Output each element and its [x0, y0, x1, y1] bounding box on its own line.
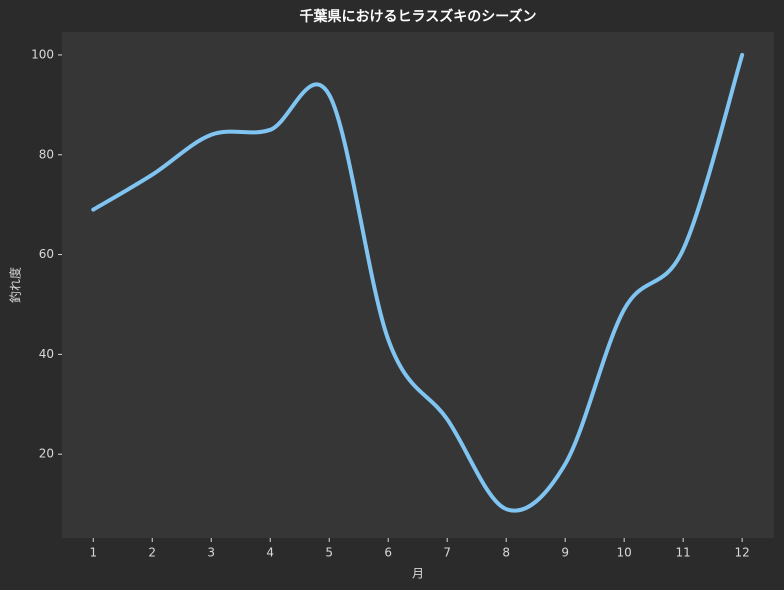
chart-title: 千葉県におけるヒラスズキのシーズン [299, 8, 536, 25]
y-tick-label: 80 [39, 147, 54, 161]
x-tick-label: 7 [443, 546, 451, 560]
y-tick-label: 40 [39, 347, 54, 361]
x-tick-label: 5 [325, 546, 333, 560]
y-tick-label: 100 [31, 47, 54, 61]
x-tick-label: 3 [207, 546, 215, 560]
x-tick-label: 6 [384, 546, 392, 560]
plot-area [62, 32, 774, 538]
x-tick-label: 8 [502, 546, 510, 560]
x-tick-label: 12 [735, 546, 750, 560]
y-tick-label: 20 [39, 447, 54, 461]
x-tick-label: 9 [561, 546, 569, 560]
x-tick-label: 1 [89, 546, 97, 560]
x-tick-label: 2 [148, 546, 156, 560]
x-axis-label: 月 [412, 567, 424, 581]
x-tick-label: 4 [266, 546, 274, 560]
y-tick-label: 60 [39, 247, 54, 261]
x-tick-label: 10 [617, 546, 632, 560]
x-tick-label: 11 [676, 546, 691, 560]
y-axis-label: 釣れ度 [8, 267, 23, 303]
line-series [91, 52, 745, 513]
